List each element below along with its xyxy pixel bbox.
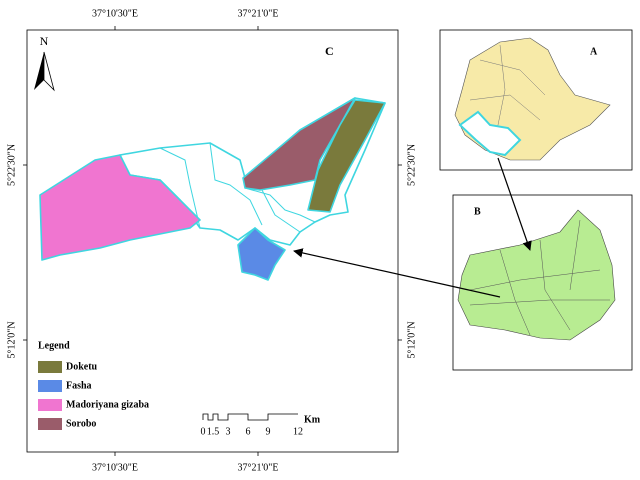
north-arrow (34, 52, 44, 90)
frame-ticks (23, 26, 402, 456)
scale-labels: 0 1.5 3 6 9 12 (201, 426, 304, 437)
scale-bar (202, 413, 298, 421)
study-area (39, 97, 386, 281)
north-arrow (43, 51, 55, 92)
scale-unit: Km (304, 414, 321, 425)
panel-b-frame (452, 194, 633, 371)
legend-swatch (38, 399, 62, 411)
legend-swatch (38, 418, 62, 430)
right-tick: 5°12'0"N (406, 321, 417, 358)
legend: Doketu Fasha Madoriyana gizaba Sorobo (38, 361, 149, 430)
bottom-tick: 37°21'0"E (238, 462, 279, 473)
scale-tick: 3 (226, 426, 231, 437)
left-tick: 5°12'0"N (6, 321, 17, 358)
scale-tick: 9 (266, 426, 271, 437)
region-madoriyana (39, 154, 201, 261)
panel-label: A (590, 46, 598, 57)
legend-label: Fasha (66, 380, 92, 391)
legend-swatch (38, 380, 62, 392)
ethiopia-regions (469, 44, 546, 141)
top-tick: 37°10'30"E (92, 8, 138, 19)
zone (457, 209, 616, 341)
subdistrict-borders (159, 142, 316, 233)
zone-outline (458, 110, 522, 157)
legend-title: Legend (38, 340, 70, 351)
scale-tick: 12 (293, 426, 303, 437)
north-label: N (40, 34, 49, 48)
bottom-tick: 37°10'30"E (92, 462, 138, 473)
legend-swatch (38, 361, 62, 373)
scale-tick: 6 (246, 426, 251, 437)
legend-label: Sorobo (66, 418, 96, 429)
scale-tick: 0 (201, 426, 206, 437)
arrow (293, 248, 501, 298)
top-tick: 37°21'0"E (238, 8, 279, 19)
region-fasha (237, 227, 286, 281)
panel-label: C (325, 44, 334, 58)
legend-label: Doketu (66, 361, 98, 372)
panel-label: B (474, 206, 481, 217)
arrow (497, 157, 532, 251)
woreda-borders (469, 219, 610, 336)
region-doketu (307, 99, 386, 213)
scale-tick: 1.5 (207, 426, 220, 437)
panel-a-frame (439, 29, 633, 171)
panel-c-frame (26, 29, 399, 453)
legend-label: Madoriyana gizaba (66, 399, 149, 410)
right-tick: 5°22'30"N (406, 144, 417, 186)
left-tick: 5°22'30"N (6, 144, 17, 186)
